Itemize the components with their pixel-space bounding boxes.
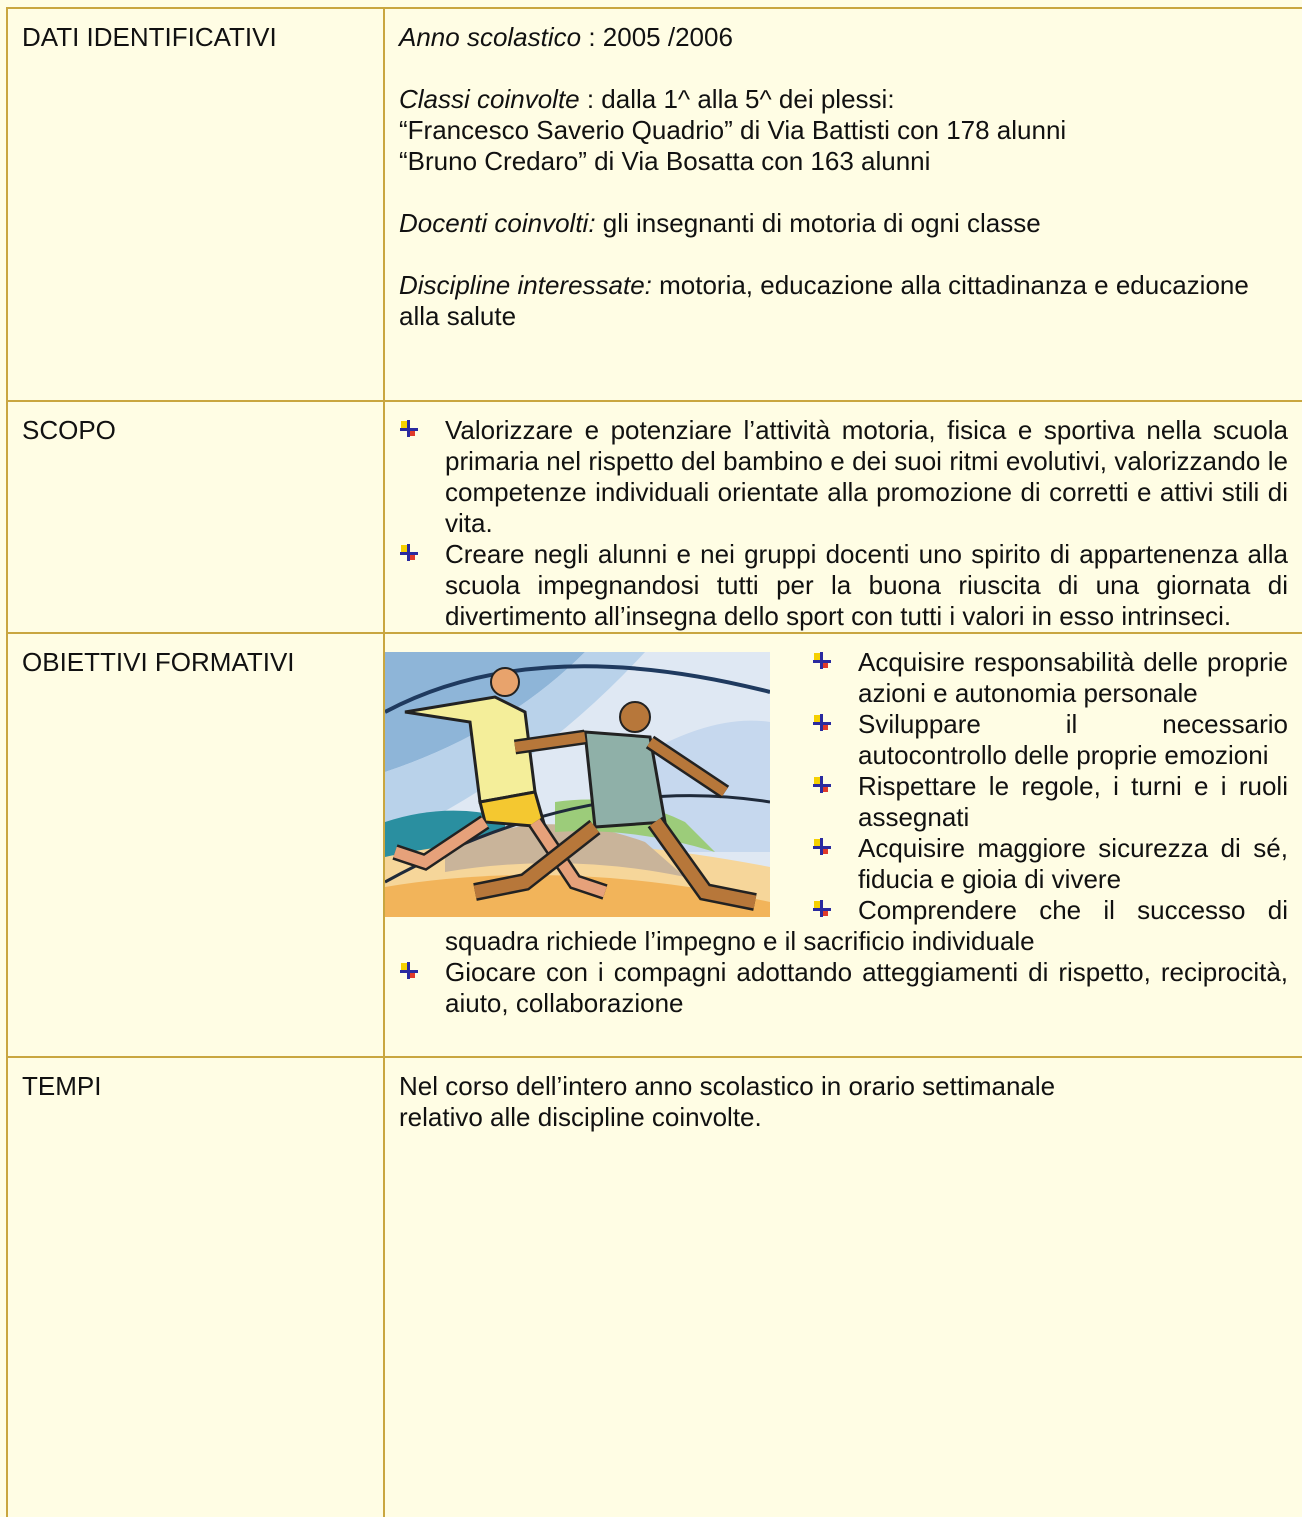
field-line: “Francesco Saverio Quadrio” di Via Batti… <box>399 115 1067 145</box>
bullet-glyph <box>400 420 418 437</box>
bullet-glyph <box>400 544 418 561</box>
row-content: Acquisire responsabilità delle proprie a… <box>383 632 1302 1058</box>
paragraph: Docenti coinvolti: gli insegnanti di mot… <box>399 208 1288 239</box>
table-body: DATI IDENTIFICATIVI Anno scolastico : 200… <box>6 7 1302 1517</box>
bullet-icon <box>812 833 858 864</box>
bullet-text: Sviluppare il necessario autocontrollo d… <box>858 709 1288 770</box>
field-name: Docenti coinvolti: <box>399 208 596 238</box>
project-table: DATI IDENTIFICATIVI Anno scolastico : 200… <box>6 7 1302 1517</box>
bullet-glyph <box>400 962 418 979</box>
bullet-icon <box>812 647 858 678</box>
bullet-icon <box>812 771 858 802</box>
bullet-glyph <box>813 652 831 669</box>
field-value: : 2005 /2006 <box>581 22 733 52</box>
bullet-text: Comprendere che il successo di squadra r… <box>445 895 1288 956</box>
bullet-icon <box>812 709 858 740</box>
text-line: Nel corso dell’intero anno scolastico in… <box>399 1071 1056 1101</box>
paragraph: Anno scolastico : 2005 /2006 <box>399 22 1288 53</box>
bullet-glyph <box>813 714 831 731</box>
bullet-item: Acquisire maggiore sicurezza di sé, fidu… <box>399 833 1288 895</box>
bullet-item: Acquisire responsabilità delle proprie a… <box>399 647 1288 709</box>
field-name: Discipline interessate: <box>399 270 652 300</box>
field-name: Classi coinvolte <box>399 84 580 114</box>
bullet-glyph <box>813 838 831 855</box>
table-row: DATI IDENTIFICATIVI Anno scolastico : 200… <box>6 7 1302 402</box>
bullet-item: Valorizzare e potenziare l’attività moto… <box>399 415 1288 539</box>
bullet-list: Valorizzare e potenziare l’attività moto… <box>399 415 1288 632</box>
bullet-icon <box>399 957 445 988</box>
bullet-glyph <box>813 776 831 793</box>
bullet-text: Acquisire maggiore sicurezza di sé, fidu… <box>858 833 1288 894</box>
field-value: : dalla 1^ alla 5^ dei plessi: <box>579 84 895 114</box>
row-label: DATI IDENTIFICATIVI <box>6 7 385 402</box>
field-value: gli insegnanti di motoria di ogni classe <box>595 208 1041 238</box>
row-content: Anno scolastico : 2005 /2006 Classi coinv… <box>383 7 1302 402</box>
bullet-text: Giocare con i compagni adottando atteggi… <box>445 957 1288 1018</box>
table-row: SCOPO Valorizzare e potenziare l’attività… <box>6 400 1302 634</box>
table-row: OBIETTIVI FORMATIVI Acquisire responsabi… <box>6 632 1302 1058</box>
bullet-item: Sviluppare il necessario autocontrollo d… <box>399 709 1288 771</box>
row-content: Valorizzare e potenziare l’attività moto… <box>383 400 1302 634</box>
bullet-icon <box>399 415 445 446</box>
bullet-list: Acquisire responsabilità delle proprie a… <box>399 647 1288 1019</box>
bullet-item: Creare negli alunni e nei gruppi docenti… <box>399 539 1288 632</box>
illustration <box>384 652 771 917</box>
bullet-item: Giocare con i compagni adottando atteggi… <box>399 957 1288 1019</box>
text-line: relativo alle discipline coinvolte. <box>399 1102 762 1132</box>
row-label: OBIETTIVI FORMATIVI <box>6 632 385 1058</box>
runners-illustration <box>384 652 771 917</box>
bullet-item: Rispettare le regole, i turni e i ruoli … <box>399 771 1288 833</box>
field-value: motoria, educazione alla cittadinanza e … <box>399 270 1249 331</box>
bullet-glyph <box>813 900 831 917</box>
bullet-text: Acquisire responsabilità delle proprie a… <box>858 647 1288 708</box>
bullet-text: Valorizzare e potenziare l’attività moto… <box>445 415 1288 538</box>
field-name: Anno scolastico <box>399 22 582 52</box>
bullet-icon <box>812 895 858 926</box>
row-label: SCOPO <box>6 400 385 634</box>
row-content: Nel corso dell’intero anno scolastico in… <box>383 1056 1302 1517</box>
table-row: TEMPI Nel corso dell’intero anno scolasti… <box>6 1056 1302 1517</box>
bullet-text: Rispettare le regole, i turni e i ruoli … <box>858 771 1288 832</box>
page: DATI IDENTIFICATIVI Anno scolastico : 200… <box>6 7 1302 1517</box>
bullet-icon <box>399 539 445 570</box>
row-label: TEMPI <box>6 1056 385 1517</box>
bullet-text: Creare negli alunni e nei gruppi docenti… <box>445 539 1288 631</box>
bullet-item: Comprendere che il successo di squadra r… <box>399 895 1288 957</box>
field-line: “Bruno Credaro” di Via Bosatta con 163 a… <box>399 146 931 176</box>
paragraph: Classi coinvolte : dalla 1^ alla 5^ dei … <box>399 84 1288 177</box>
paragraph: Discipline interessate: motoria, educazi… <box>399 270 1288 332</box>
